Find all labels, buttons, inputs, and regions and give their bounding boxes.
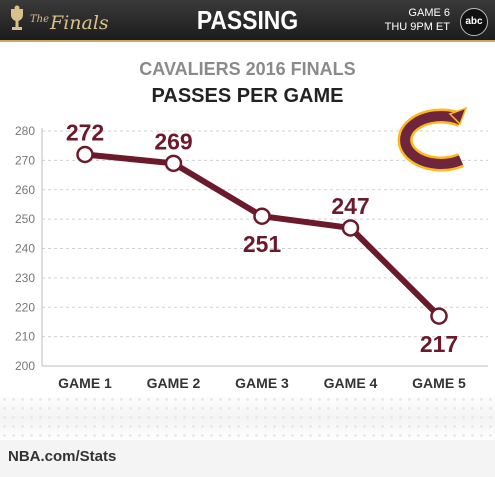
x-category-label: GAME 1 bbox=[58, 375, 112, 391]
y-tick-label: 260 bbox=[15, 183, 35, 197]
finals-wordmark-name: Finals bbox=[50, 12, 109, 34]
finals-wordmark-prefix: The bbox=[30, 14, 50, 25]
game-number: GAME 6 bbox=[408, 7, 450, 19]
data-label: 251 bbox=[243, 231, 282, 257]
source-credit: NBA.com/Stats bbox=[8, 448, 117, 465]
data-point bbox=[253, 207, 271, 225]
jersey-texture-band bbox=[0, 395, 495, 440]
x-category-label: GAME 2 bbox=[147, 375, 201, 391]
data-point bbox=[430, 307, 448, 325]
x-category-label: GAME 3 bbox=[235, 375, 289, 391]
data-labels: 272 269 251 247 217 bbox=[66, 120, 458, 358]
trophy-icon bbox=[11, 5, 23, 30]
game-time: THU 9PM ET bbox=[384, 21, 450, 33]
abc-network-logo: abc bbox=[460, 8, 488, 36]
data-label: 247 bbox=[331, 193, 369, 219]
data-markers bbox=[76, 145, 448, 325]
y-tick-label: 250 bbox=[15, 212, 35, 226]
cavaliers-c-logo bbox=[397, 106, 468, 172]
data-point bbox=[76, 145, 94, 164]
data-point bbox=[341, 219, 360, 237]
axes bbox=[41, 128, 488, 367]
chart-title: PASSES PER GAME bbox=[151, 85, 344, 107]
header-bar: TheFinals PASSING GAME 6 THU 9PM ET abc bbox=[0, 0, 495, 42]
finals-wordmark: TheFinals bbox=[30, 12, 109, 34]
y-tick-label: 210 bbox=[15, 330, 35, 344]
chart-subtitle: CAVALIERS 2016 FINALS bbox=[139, 59, 356, 79]
footer-bar: NBA.com/Stats bbox=[0, 440, 495, 477]
x-category-label: GAME 5 bbox=[412, 375, 466, 391]
data-point bbox=[164, 154, 183, 173]
game-info: GAME 6 THU 9PM ET bbox=[385, 6, 450, 34]
y-tick-label: 280 bbox=[15, 124, 35, 138]
y-tick-label: 270 bbox=[15, 153, 35, 167]
the-finals-logo: TheFinals bbox=[6, 5, 109, 35]
y-tick-label: 230 bbox=[15, 271, 35, 285]
data-label: 217 bbox=[420, 331, 458, 357]
y-tick-labels: 200 210 220 230 240 250 260 270 280 bbox=[15, 124, 35, 373]
header-title: PASSING bbox=[196, 5, 299, 35]
y-tick-label: 220 bbox=[15, 300, 35, 314]
x-category-label: GAME 4 bbox=[324, 375, 378, 391]
data-label: 272 bbox=[66, 120, 104, 146]
x-category-labels: GAME 1 GAME 2 GAME 3 GAME 4 GAME 5 bbox=[58, 375, 466, 391]
y-tick-label: 240 bbox=[15, 242, 35, 256]
data-label: 269 bbox=[154, 128, 192, 154]
y-tick-label: 200 bbox=[15, 359, 35, 373]
